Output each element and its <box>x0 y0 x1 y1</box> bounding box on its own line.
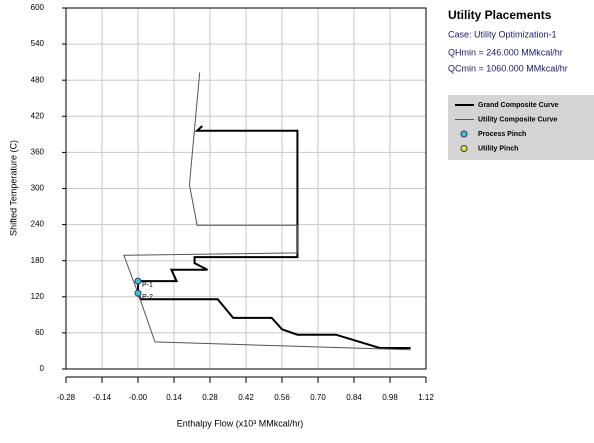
legend-label: Grand Composite Curve <box>478 102 559 109</box>
x-axis-title: Enthalpy Flow (x10³ MMkcal/hr) <box>177 418 304 428</box>
y-tick-label: 420 <box>31 111 45 120</box>
x-tick-label: 0.98 <box>382 393 398 402</box>
point-label: P-2 <box>142 294 153 301</box>
x-tick-label: 0.70 <box>310 393 326 402</box>
y-tick-label: 300 <box>31 184 45 193</box>
series-line <box>123 72 411 351</box>
legend-label: Utility Composite Curve <box>478 116 557 123</box>
y-tick-label: 120 <box>31 292 45 301</box>
y-tick-label: 60 <box>35 328 44 337</box>
x-tick-label: 0.14 <box>166 393 182 402</box>
point-label: P-1 <box>142 282 153 289</box>
subtitle: QHmin = 246.000 MMkcal/hr <box>448 47 563 57</box>
pinch-point <box>134 289 142 297</box>
y-tick-label: 540 <box>31 39 45 48</box>
y-axis-title: Shifted Temperature (C) <box>8 140 18 236</box>
x-tick-label: -0.14 <box>93 393 112 402</box>
subtitle: QCmin = 1060.000 MMkcal/hr <box>448 63 568 73</box>
y-tick-label: 0 <box>40 364 45 373</box>
x-tick-label: 0.42 <box>238 393 254 402</box>
y-tick-label: 600 <box>31 3 45 12</box>
y-tick-label: 240 <box>31 220 45 229</box>
x-tick-label: 1.12 <box>418 393 434 402</box>
legend-swatch <box>460 130 468 138</box>
pinch-point <box>134 277 142 285</box>
y-tick-label: 180 <box>31 256 45 265</box>
chart-title: Utility Placements <box>448 8 552 22</box>
x-tick-label: 0.28 <box>202 393 218 402</box>
legend-swatch <box>460 145 468 152</box>
series-line <box>137 125 411 349</box>
plot-border <box>65 7 427 370</box>
subtitle: Case: Utility Optimization-1 <box>448 29 557 39</box>
y-tick-label: 360 <box>31 148 45 157</box>
x-tick-label: 0.84 <box>346 393 362 402</box>
legend-label: Utility Pinch <box>478 145 518 152</box>
legend-label: Process Pinch <box>478 131 526 138</box>
x-tick-label: -0.00 <box>129 393 148 402</box>
x-tick-label: 0.56 <box>274 393 290 402</box>
x-tick-label: -0.28 <box>57 393 76 402</box>
y-tick-label: 480 <box>31 75 45 84</box>
